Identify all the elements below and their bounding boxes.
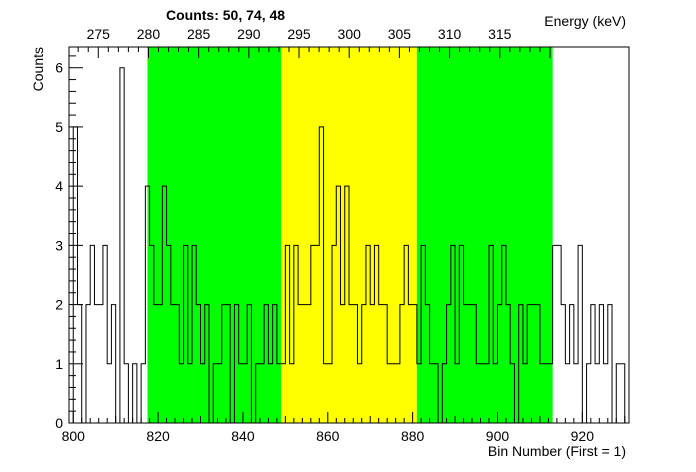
- energy-tick-label: 300: [338, 26, 362, 42]
- energy-axis-ticks: 275 280 285 290 295 300 305 310 315: [77, 26, 551, 58]
- energy-tick-label: 295: [287, 26, 311, 42]
- y-axis-label: Counts: [30, 47, 46, 91]
- energy-tick-label: 305: [388, 26, 412, 42]
- energy-tick-label: 315: [488, 26, 512, 42]
- y-axis-ticks: 0 1 2 3 4 5 6: [55, 55, 83, 431]
- energy-tick-label: 285: [187, 26, 211, 42]
- x-axis-ticks: 800 820 840 860 880 900 920: [62, 412, 626, 444]
- x-tick-label: 840: [231, 428, 255, 444]
- x-tick-label: 860: [316, 428, 340, 444]
- y-tick-label: 0: [55, 415, 63, 431]
- energy-regions: [147, 47, 553, 423]
- y-tick-label: 5: [55, 119, 63, 135]
- region-left-background: [147, 47, 282, 423]
- energy-tick-label: 310: [438, 26, 462, 42]
- x-axis-label: Bin Number (First = 1): [488, 443, 626, 459]
- y-tick-label: 2: [55, 297, 63, 313]
- energy-tick-label: 290: [237, 26, 261, 42]
- chart-title: Counts: 50, 74, 48: [166, 7, 285, 23]
- energy-axis-label: Energy (keV): [544, 13, 626, 29]
- x-tick-label: 820: [146, 428, 170, 444]
- energy-tick-label: 275: [87, 26, 111, 42]
- x-tick-label: 800: [62, 428, 86, 444]
- x-tick-label: 880: [401, 428, 425, 444]
- energy-tick-label: 280: [137, 26, 161, 42]
- histogram-series: [69, 67, 629, 424]
- y-tick-label: 6: [55, 60, 63, 76]
- x-tick-label: 920: [571, 428, 595, 444]
- y-tick-label: 1: [55, 356, 63, 372]
- region-right-background: [416, 47, 553, 423]
- histogram-line: [69, 67, 629, 424]
- y-tick-label: 4: [55, 178, 63, 194]
- y-tick-label: 3: [55, 237, 63, 253]
- x-tick-label: 900: [486, 428, 510, 444]
